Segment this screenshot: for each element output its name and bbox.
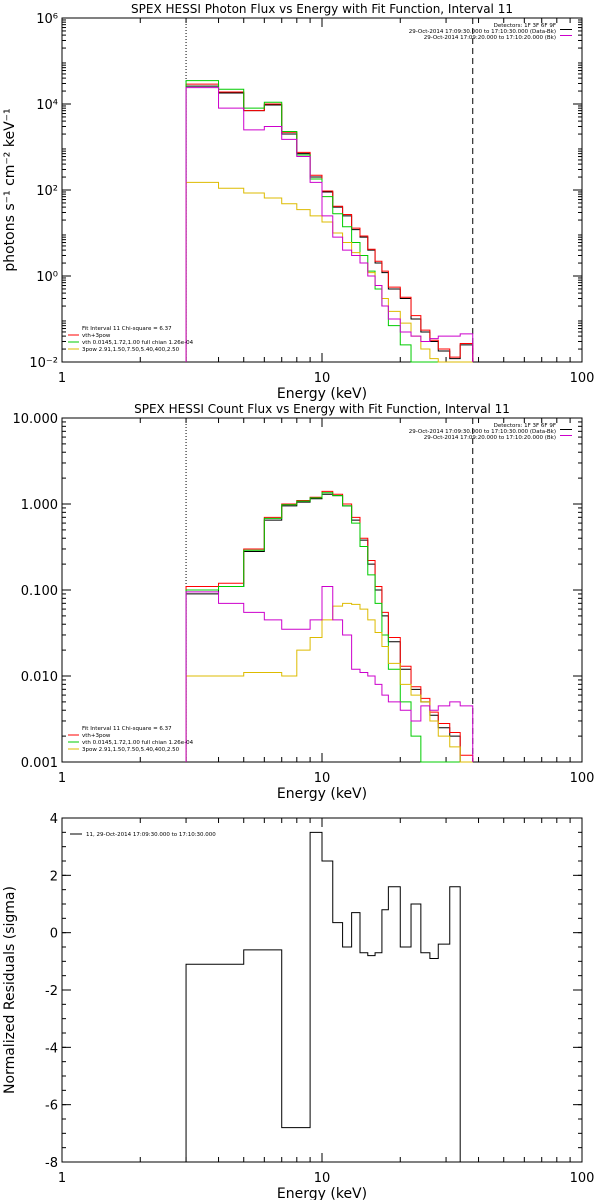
y-tick-label: -8 (45, 1156, 58, 1171)
y-tick-label: 0.100 (21, 584, 58, 599)
y-tick-label: 1.000 (21, 498, 58, 513)
x-tick-label: 100 (570, 1171, 595, 1186)
y-tick-label: -4 (45, 1041, 58, 1056)
photon-flux-panel: SPEX HESSI Photon Flux vs Energy with Fi… (2, 2, 594, 402)
legend-bottom-entry: vth+3pow (82, 733, 111, 739)
chart-title: SPEX HESSI Photon Flux vs Energy with Fi… (131, 2, 513, 16)
series-line-4 (185, 585, 474, 762)
legend-entry: 11, 29-Oct-2014 17:09:30.000 to 17:10:30… (86, 832, 216, 838)
legend-top-entry: 29-Oct-2014 17:09:20.000 to 17:10:20.000… (424, 435, 556, 441)
legend-top-entry: 29-Oct-2014 17:09:30.000 to 17:10:30.000… (409, 429, 556, 435)
legend-bottom-entry: vth+3pow (82, 333, 111, 339)
y-tick-label: 10⁶ (36, 12, 58, 27)
y-tick-label: 0.001 (21, 756, 58, 771)
y-tick-label: 10.000 (13, 412, 59, 427)
series-line-3 (185, 181, 473, 363)
series-line-4 (185, 87, 474, 362)
legend-bottom-entry: vth 0.0145,1.72,1.00 full chian 1.26e-04 (82, 340, 194, 346)
x-tick-label: 100 (570, 771, 595, 786)
series-line-0 (185, 85, 474, 362)
y-tick-label: 2 (50, 869, 58, 884)
series-line-1 (185, 490, 474, 762)
series-line-2 (185, 80, 473, 363)
series-line-1 (185, 83, 474, 362)
y-tick-label: 10² (36, 184, 58, 199)
series-line-3 (185, 602, 473, 763)
y-tick-label: 0.010 (21, 670, 58, 685)
residuals-panel: Energy (keV) Normalized Residuals (sigma)… (2, 812, 594, 1200)
y-tick-label: 10⁰ (36, 270, 58, 285)
x-axis-label: Energy (keV) (277, 1186, 367, 1200)
x-axis-label: Energy (keV) (277, 786, 367, 802)
x-tick-label: 1 (58, 371, 66, 386)
legend-bottom-entry: Fit Interval 11 Chi-square = 6.37 (82, 726, 172, 732)
series-line-2 (185, 492, 473, 763)
x-tick-label: 1 (58, 771, 66, 786)
y-tick-label: 10⁻² (29, 356, 58, 371)
legend-bottom-entry: vth 0.0145,1.72,1.00 full chian 1.26e-04 (82, 740, 194, 746)
legend-top-entry: 29-Oct-2014 17:09:20.000 to 17:10:20.000… (424, 35, 556, 41)
y-axis-label: photons s⁻¹ cm⁻² keV⁻¹ (2, 108, 18, 271)
series-line-0 (185, 831, 461, 1162)
x-tick-label: 10 (314, 771, 331, 786)
legend-top-entry: Detectors: 1F 3F 6F 9F (494, 23, 556, 29)
x-tick-label: 100 (570, 371, 595, 386)
chart-title: SPEX HESSI Count Flux vs Energy with Fit… (134, 402, 510, 416)
x-tick-label: 1 (58, 1171, 66, 1186)
y-axis-label: Normalized Residuals (sigma) (2, 886, 18, 1094)
legend-bottom-entry: 3pow 2.91,1.50,7.50,5.40,400,2.50 (82, 347, 180, 353)
x-tick-label: 10 (314, 371, 331, 386)
legend-top-entry: Detectors: 1F 3F 6F 9F (494, 423, 556, 429)
y-tick-label: 10⁴ (36, 98, 58, 113)
y-tick-label: 4 (50, 812, 58, 827)
plot-frame (61, 817, 583, 1163)
y-tick-label: -2 (45, 984, 58, 999)
legend-top-entry: 29-Oct-2014 17:09:30.000 to 17:10:30.000… (409, 29, 556, 35)
legend-bottom-entry: 3pow 2.91,1.50,7.50,5.40,400,2.50 (82, 747, 180, 753)
x-axis-label: Energy (keV) (277, 386, 367, 402)
count-flux-panel: SPEX HESSI Count Flux vs Energy with Fit… (13, 402, 595, 802)
legend-bottom-entry: Fit Interval 11 Chi-square = 6.37 (82, 326, 172, 332)
series-line-0 (185, 493, 473, 763)
x-tick-label: 10 (314, 1171, 331, 1186)
y-tick-label: -6 (45, 1099, 58, 1114)
y-tick-label: 0 (50, 927, 58, 942)
